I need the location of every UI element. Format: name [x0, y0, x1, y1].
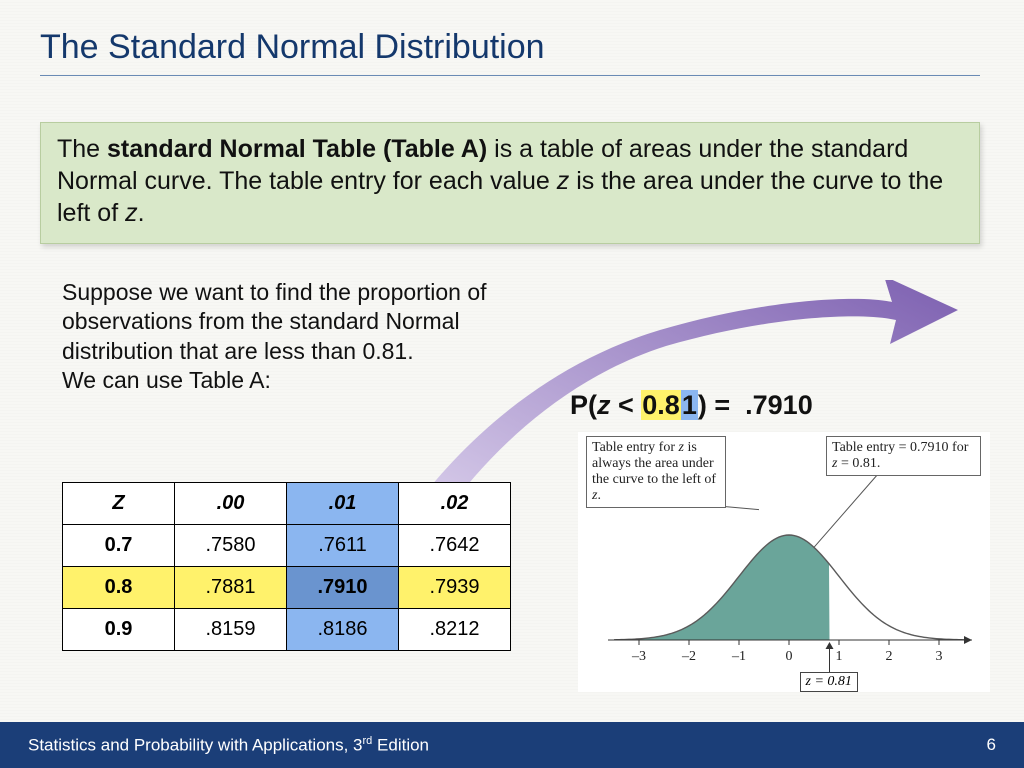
greenbox-var2: z — [125, 199, 138, 227]
z-cell: .8212 — [399, 609, 511, 651]
page-number: 6 — [987, 735, 996, 755]
normal-curve-diagram: –3 –2 –1 0 1 2 3 Table entry for z is always t… — [578, 432, 990, 692]
formula-p: P( — [570, 390, 597, 420]
formula-close: ) = — [698, 390, 738, 420]
z-cell: .7910 — [287, 567, 399, 609]
col-header: .00 — [175, 483, 287, 525]
footer-book: Statistics and Probability with Applicat… — [28, 735, 363, 754]
z-row-label: 0.8 — [63, 567, 175, 609]
svg-text:–1: –1 — [731, 649, 746, 664]
formula-lt: < — [611, 390, 642, 420]
greenbox-end: . — [138, 199, 145, 227]
formula-blue: 1 — [681, 390, 698, 420]
footer-bar: Statistics and Probability with Applicat… — [0, 722, 1024, 768]
greenbox-bold: standard Normal Table (Table A) — [107, 135, 487, 163]
z-cell: .7642 — [399, 525, 511, 567]
footer-after: Edition — [372, 735, 429, 754]
footer-text: Statistics and Probability with Applicat… — [28, 735, 429, 756]
svg-text:3: 3 — [936, 649, 943, 664]
z-cell: .7611 — [287, 525, 399, 567]
z-cell: .7939 — [399, 567, 511, 609]
svg-text:1: 1 — [836, 649, 843, 664]
formula-yellow: 0.8 — [641, 390, 681, 420]
z-cell: .7580 — [175, 525, 287, 567]
z-cell: .7881 — [175, 567, 287, 609]
z-row-label: 0.9 — [63, 609, 175, 651]
svg-text:–3: –3 — [631, 649, 646, 664]
svg-text:–2: –2 — [681, 649, 696, 664]
z-value-box: z = 0.81 — [800, 672, 858, 692]
footer-sup: rd — [363, 735, 373, 747]
z-cell: .8159 — [175, 609, 287, 651]
z-cell: .8186 — [287, 609, 399, 651]
z-header: Z — [63, 483, 175, 525]
svg-text:2: 2 — [886, 649, 893, 664]
z-table: Z.00.01.02 0.7.7580.7611.7642 0.8.7881.791… — [62, 482, 511, 651]
svg-text:0: 0 — [786, 649, 793, 664]
body-text: Suppose we want to find the proportion o… — [62, 278, 562, 396]
z-row-label: 0.7 — [63, 525, 175, 567]
col-header: .02 — [399, 483, 511, 525]
callout-left: Table entry for z is always the area und… — [586, 436, 726, 508]
greenbox-var1: z — [557, 167, 570, 195]
col-header: .01 — [287, 483, 399, 525]
definition-box: The standard Normal Table (Table A) is a… — [40, 122, 980, 244]
callout-right: Table entry = 0.7910 for z = 0.81. — [826, 436, 981, 476]
greenbox-pre: The — [57, 135, 107, 163]
probability-formula: P(z < 0.81) = .7910 — [570, 390, 813, 421]
formula-z: z — [597, 390, 611, 420]
page-title: The Standard Normal Distribution — [40, 28, 980, 76]
formula-result: .7910 — [745, 390, 813, 420]
